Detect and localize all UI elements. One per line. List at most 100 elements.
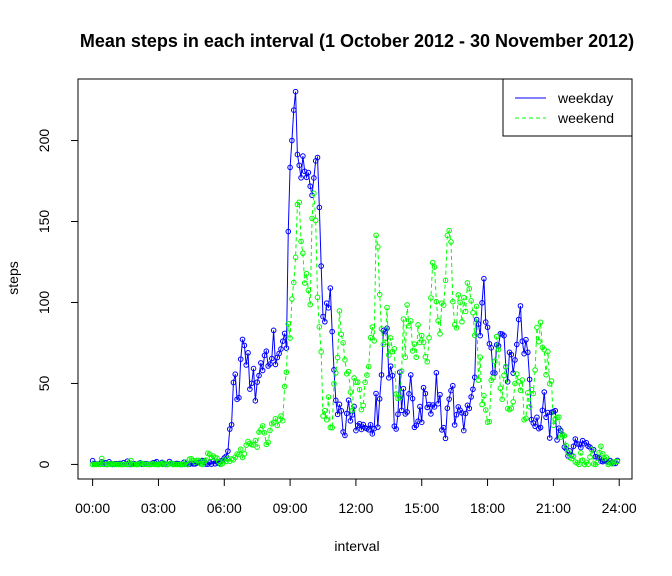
data-point-weekday: [305, 169, 312, 176]
data-point-weekend: [444, 232, 451, 239]
data-point-weekend: [314, 294, 321, 301]
x-axis: 00:00 03:00 06:00 09:00 12:00 15:00 18:00 21:00…: [75, 478, 637, 516]
data-point-weekend: [440, 302, 447, 308]
data-point-weekend: [184, 461, 191, 468]
data-point-weekend: [342, 357, 348, 363]
data-point-weekend: [468, 298, 474, 304]
data-point-weekday: [323, 300, 330, 306]
data-point-weekday: [393, 426, 399, 432]
data-point-weekend: [524, 390, 531, 396]
data-point-weekend: [387, 335, 394, 341]
data-point-weekday: [300, 153, 306, 159]
data-point-weekday: [373, 390, 379, 397]
data-point-weekday: [523, 336, 529, 343]
data-point-weekend: [417, 339, 423, 346]
data-point-weekend: [173, 461, 180, 468]
legend-label-weekend: weekend: [557, 110, 614, 126]
legend: weekday weekend: [502, 78, 633, 137]
data-point-weekend: [170, 461, 176, 468]
data-point-weekend: [406, 323, 412, 329]
data-point-weekend: [418, 332, 425, 339]
data-point-weekend: [426, 334, 432, 341]
data-point-weekday: [384, 325, 390, 332]
data-point-weekend: [466, 285, 473, 292]
data-point-weekend: [482, 407, 489, 413]
data-point-weekend: [375, 244, 381, 250]
data-point-weekend: [433, 298, 440, 305]
data-point-weekend: [334, 354, 341, 361]
data-point-weekday: [501, 332, 507, 339]
data-point-weekday: [504, 379, 511, 385]
data-point-weekend: [576, 461, 582, 468]
data-point-weekday: [517, 303, 524, 309]
data-point-weekday: [435, 400, 441, 407]
data-point-weekend: [453, 324, 460, 331]
data-point-weekend: [142, 461, 149, 468]
data-point-weekend: [254, 444, 260, 450]
data-point-weekend: [378, 326, 385, 332]
data-point-weekend: [353, 379, 359, 385]
data-point-weekday: [404, 409, 410, 415]
data-point-weekend: [111, 461, 118, 468]
data-point-weekend: [252, 437, 259, 444]
y-tick-label: 100: [36, 291, 52, 315]
data-point-weekday: [512, 357, 518, 363]
data-point-weekend: [435, 317, 441, 324]
data-point-weekend: [475, 377, 482, 384]
data-point-weekend: [122, 461, 129, 468]
data-point-weekday: [375, 424, 381, 430]
data-point-weekend: [459, 318, 465, 325]
data-point-weekday: [236, 394, 242, 401]
data-point-weekend: [371, 338, 378, 344]
data-point-weekend: [298, 238, 304, 245]
data-point-weekday: [442, 435, 449, 442]
data-point-weekday: [301, 168, 308, 175]
data-point-weekday: [546, 435, 553, 441]
data-point-weekend: [325, 394, 332, 400]
data-point-weekday: [259, 367, 266, 374]
data-point-weekend: [420, 339, 427, 346]
data-point-weekend: [409, 348, 416, 354]
data-point-weekend: [548, 378, 555, 384]
data-point-weekend: [450, 298, 456, 305]
data-point-weekday: [307, 183, 314, 190]
data-point-weekend: [237, 446, 244, 453]
data-point-weekend: [137, 460, 143, 467]
data-point-weekday: [367, 421, 374, 428]
y-axis: 0 50 100 150 200: [36, 129, 79, 468]
data-point-weekend: [526, 403, 533, 410]
data-point-weekend: [300, 250, 306, 257]
data-point-weekday: [343, 410, 350, 417]
data-point-weekday: [247, 386, 253, 392]
data-point-weekday: [537, 424, 544, 431]
data-point-weekend: [386, 352, 392, 358]
data-point-weekday: [228, 421, 235, 428]
data-point-weekend: [517, 387, 524, 394]
data-point-weekday: [263, 348, 270, 355]
data-point-weekend: [462, 308, 469, 315]
data-point-weekend: [354, 379, 361, 385]
data-point-weekend: [261, 430, 268, 436]
data-point-weekday: [311, 175, 317, 181]
data-point-weekend: [360, 402, 367, 409]
data-point-weekday: [572, 436, 579, 442]
data-point-weekend: [131, 461, 138, 468]
data-point-weekday: [484, 324, 491, 331]
data-point-weekend: [431, 264, 438, 270]
data-point-weekday: [230, 379, 237, 386]
data-point-weekend: [331, 380, 337, 387]
data-point-weekday: [342, 432, 348, 439]
data-point-weekday: [552, 407, 559, 414]
data-point-weekday: [325, 305, 332, 311]
data-point-weekday: [508, 351, 515, 358]
data-point-weekend: [479, 401, 485, 408]
data-point-weekday: [336, 401, 343, 408]
data-point-weekday: [450, 382, 456, 389]
x-tick-label: 03:00: [141, 500, 176, 516]
data-point-weekday: [296, 162, 303, 169]
data-point-weekend: [279, 417, 286, 424]
data-point-weekday: [258, 360, 264, 366]
data-point-weekend: [446, 227, 452, 234]
data-point-weekend: [570, 453, 577, 460]
